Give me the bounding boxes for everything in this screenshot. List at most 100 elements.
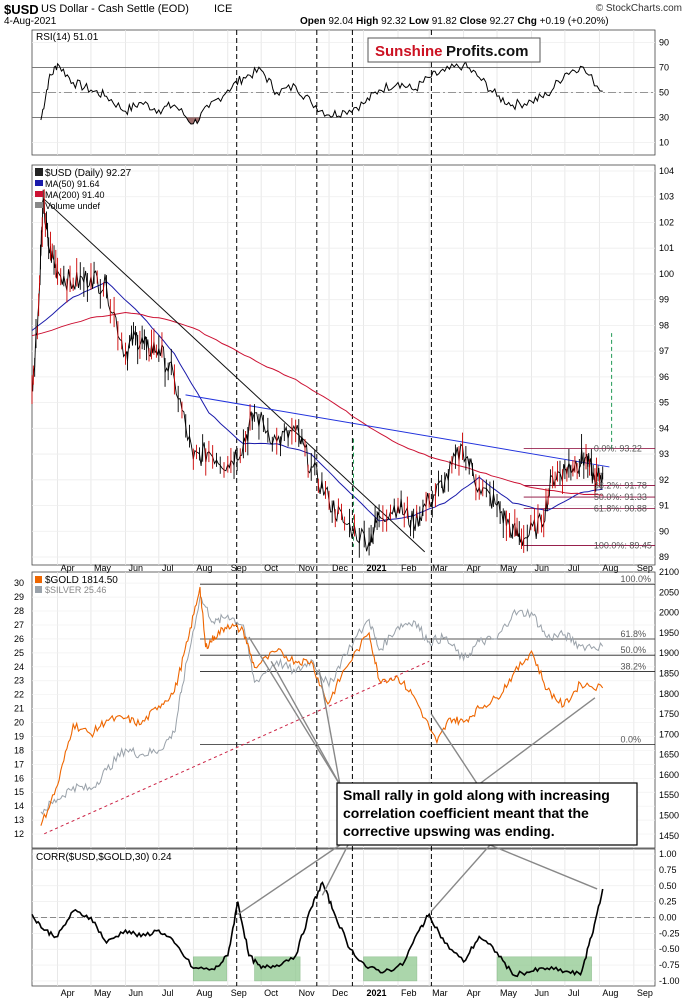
gold-tick-label: 1650 [659, 750, 679, 760]
x-tick-label-corr: Mar [432, 988, 448, 998]
watermark: Sunshine Profits.com [367, 37, 541, 63]
silver-tick-label: 27 [14, 620, 24, 630]
silver-tick-label: 19 [14, 731, 24, 741]
callout-pointer-line [430, 713, 479, 786]
x-tick-label-usd: Jul [162, 563, 174, 573]
usd-tick-label: 91 [659, 501, 669, 511]
usd-tick-label: 95 [659, 398, 669, 408]
usd-tick-label: 101 [659, 243, 674, 253]
ma200-legend-label: MA(200) 91.40 [45, 190, 105, 200]
resistance-line [185, 394, 610, 468]
rsi-tick-label: 50 [659, 88, 669, 98]
watermark-sunshine: Sunshine [375, 43, 443, 60]
volume-legend-swatch [35, 202, 43, 208]
usd-tick-label: 96 [659, 372, 669, 382]
silver-tick-label: 22 [14, 690, 24, 700]
usd-tick-label: 89 [659, 552, 669, 562]
gold-fib-label: 38.2% [621, 661, 647, 671]
corr-title: CORR($USD,$GOLD,30) 0.24 [36, 852, 172, 863]
corr-tick-label: 0.00 [659, 913, 677, 923]
rsi-line [40, 60, 603, 125]
corr-tick-label: -0.50 [659, 944, 680, 954]
silver-tick-label: 23 [14, 676, 24, 686]
usd-fib-label: 0.0%: 93.22 [594, 443, 642, 453]
rsi-tick-label: 30 [659, 113, 669, 123]
x-tick-label-corr: Apr [467, 988, 481, 998]
x-tick-label-usd: 2021 [367, 563, 387, 573]
usd-title: $USD (Daily) 92.27 [45, 168, 132, 179]
callout-pointer-line [237, 844, 341, 915]
silver-tick-label: 28 [14, 606, 24, 616]
ohlc-row: Open 92.04 High 92.32 Low 91.82 Close 92… [300, 16, 609, 27]
gold-tick-label: 1550 [659, 790, 679, 800]
silver-tick-label: 29 [14, 592, 24, 602]
x-tick-label-usd: May [500, 563, 518, 573]
open-label: Open [300, 16, 326, 27]
silver-tick-label: 25 [14, 648, 24, 658]
usd-tick-label: 104 [659, 166, 674, 176]
callout-pointer-line [318, 669, 341, 786]
quote-date: 4-Aug-2021 [4, 16, 57, 27]
x-tick-label-usd: Jun [535, 563, 550, 573]
x-tick-label-corr: Nov [299, 988, 316, 998]
callout-pointer-line [477, 697, 596, 786]
note-line-1: Small rally in gold along with increasin… [343, 787, 610, 803]
x-tick-label-usd: Aug [196, 563, 212, 573]
silver-tick-label: 26 [14, 634, 24, 644]
ma50-legend-swatch [35, 180, 43, 186]
gold-fib-label: 61.8% [621, 629, 647, 639]
x-tick-label-usd: Aug [602, 563, 618, 573]
x-tick-label-usd: Feb [401, 563, 417, 573]
declining-trendline [43, 198, 426, 553]
gold-fib-label: 0.0% [621, 735, 642, 745]
silver-tick-label: 14 [14, 801, 24, 811]
low-value: 91.82 [431, 16, 457, 27]
corr-tick-label: -0.25 [659, 928, 680, 938]
x-tick-label-corr: Sep [637, 988, 653, 998]
usd-tick-label: 99 [659, 295, 669, 305]
silver-tick-label: 20 [14, 718, 24, 728]
silver-tick-label: 18 [14, 745, 24, 755]
ma50-line [31, 281, 603, 522]
gold-fib-label: 50.0% [621, 645, 647, 655]
close-label: Close [459, 16, 487, 27]
x-tick-label-corr: Dec [332, 988, 349, 998]
annotation-note: Small rally in gold along with increasin… [336, 782, 638, 846]
corr-tick-label: 1.00 [659, 849, 677, 859]
note-line-3: corrective upswing was ending. [343, 823, 555, 839]
usd-fib-label: 100.0%: 89.45 [594, 540, 652, 550]
x-tick-label-usd: Dec [332, 563, 349, 573]
chart-header: $USD US Dollar - Cash Settle (EOD) ICE 4… [4, 2, 696, 27]
copyright: © StockCharts.com [595, 3, 682, 14]
ma50-legend-label: MA(50) 91.64 [45, 179, 100, 189]
gold-tick-label: 2000 [659, 608, 679, 618]
corr-highlight-box [254, 956, 301, 982]
gold-legend-swatch [35, 576, 42, 583]
x-tick-label-usd: Nov [299, 563, 316, 573]
usd-tick-label: 93 [659, 449, 669, 459]
corr-tick-label: -0.75 [659, 960, 680, 970]
rsi-tick-label: 90 [659, 38, 669, 48]
gold-tick-label: 1950 [659, 628, 679, 638]
ma200-legend-swatch [35, 191, 43, 197]
instrument-name: US Dollar - Cash Settle (EOD) [41, 3, 189, 15]
usd-tick-label: 94 [659, 423, 669, 433]
silver-tick-label: 13 [14, 815, 24, 825]
usd-legend-swatch [35, 168, 43, 176]
x-tick-label-usd: Apr [467, 563, 481, 573]
gold-tick-label: 2100 [659, 567, 679, 577]
silver-tick-label: 16 [14, 773, 24, 783]
exchange: ICE [214, 3, 233, 15]
silver-legend-label: $SILVER 25.46 [45, 585, 106, 595]
gold-tick-label: 1700 [659, 729, 679, 739]
gold-tick-label: 1750 [659, 709, 679, 719]
x-tick-label-corr: Aug [602, 988, 618, 998]
silver-tick-label: 30 [14, 578, 24, 588]
x-tick-label-corr: Aug [196, 988, 212, 998]
x-tick-label-corr: Jun [128, 988, 143, 998]
high-value: 92.32 [381, 16, 407, 27]
usd-fib-label: 50.0%: 91.33 [594, 492, 647, 502]
x-tick-label-usd: Jul [568, 563, 580, 573]
volume-legend-label: Volume undef [45, 201, 101, 211]
